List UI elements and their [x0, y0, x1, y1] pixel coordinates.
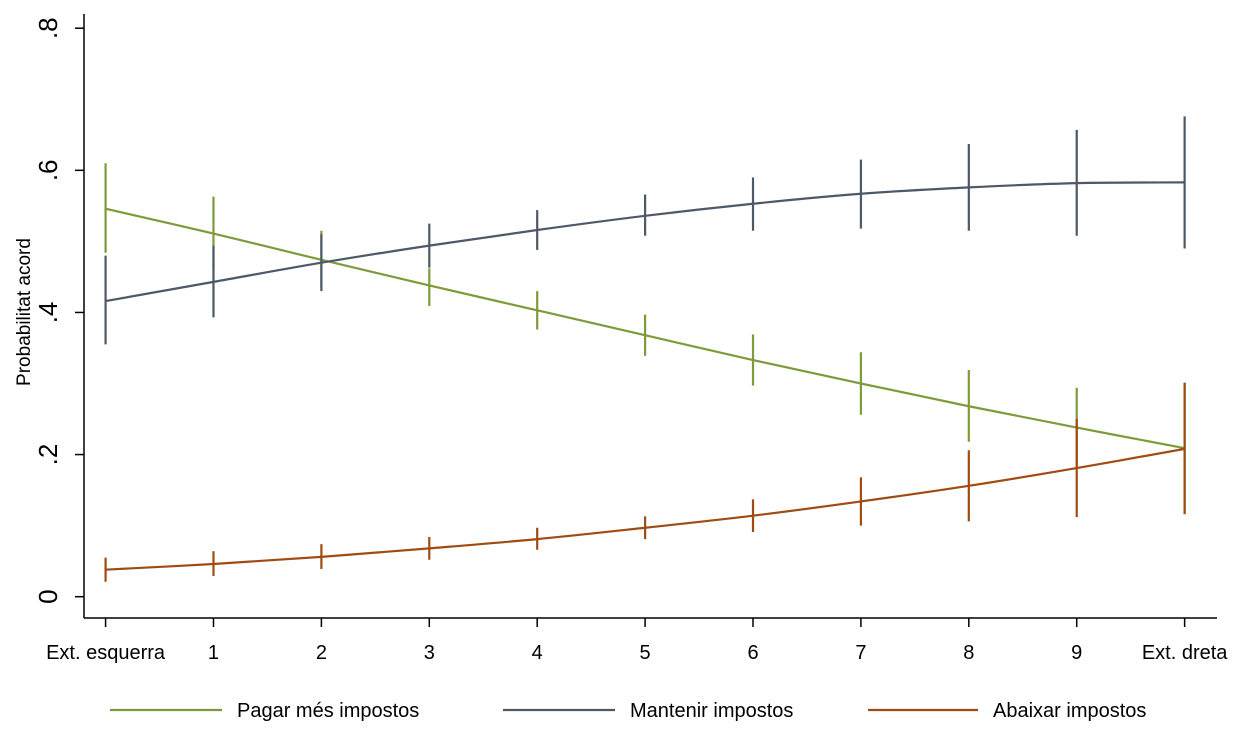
legend-label: Mantenir impostos [630, 700, 793, 722]
legend-label: Abaixar impostos [993, 700, 1146, 722]
y-tick-label: .4 [33, 302, 63, 324]
y-axis-title: Probabilitat acord [14, 238, 35, 386]
y-tick-label: 0 [33, 589, 63, 603]
x-tick-label: 1 [208, 642, 219, 664]
y-tick-label: .6 [33, 159, 63, 181]
y-tick-label: .2 [33, 444, 63, 466]
x-tick-label: 4 [532, 642, 543, 664]
x-tick-label: Ext. esquerra [46, 642, 166, 664]
x-tick-label: 7 [855, 642, 866, 664]
x-tick-label: 5 [640, 642, 651, 664]
x-tick-label: Ext. dreta [1142, 642, 1228, 664]
y-tick-label: .8 [33, 17, 63, 39]
x-tick-label: 9 [1071, 642, 1082, 664]
legend-label: Pagar més impostos [237, 700, 419, 722]
x-tick-label: 3 [424, 642, 435, 664]
x-tick-label: 8 [963, 642, 974, 664]
x-tick-label: 6 [747, 642, 758, 664]
x-tick-label: 2 [316, 642, 327, 664]
